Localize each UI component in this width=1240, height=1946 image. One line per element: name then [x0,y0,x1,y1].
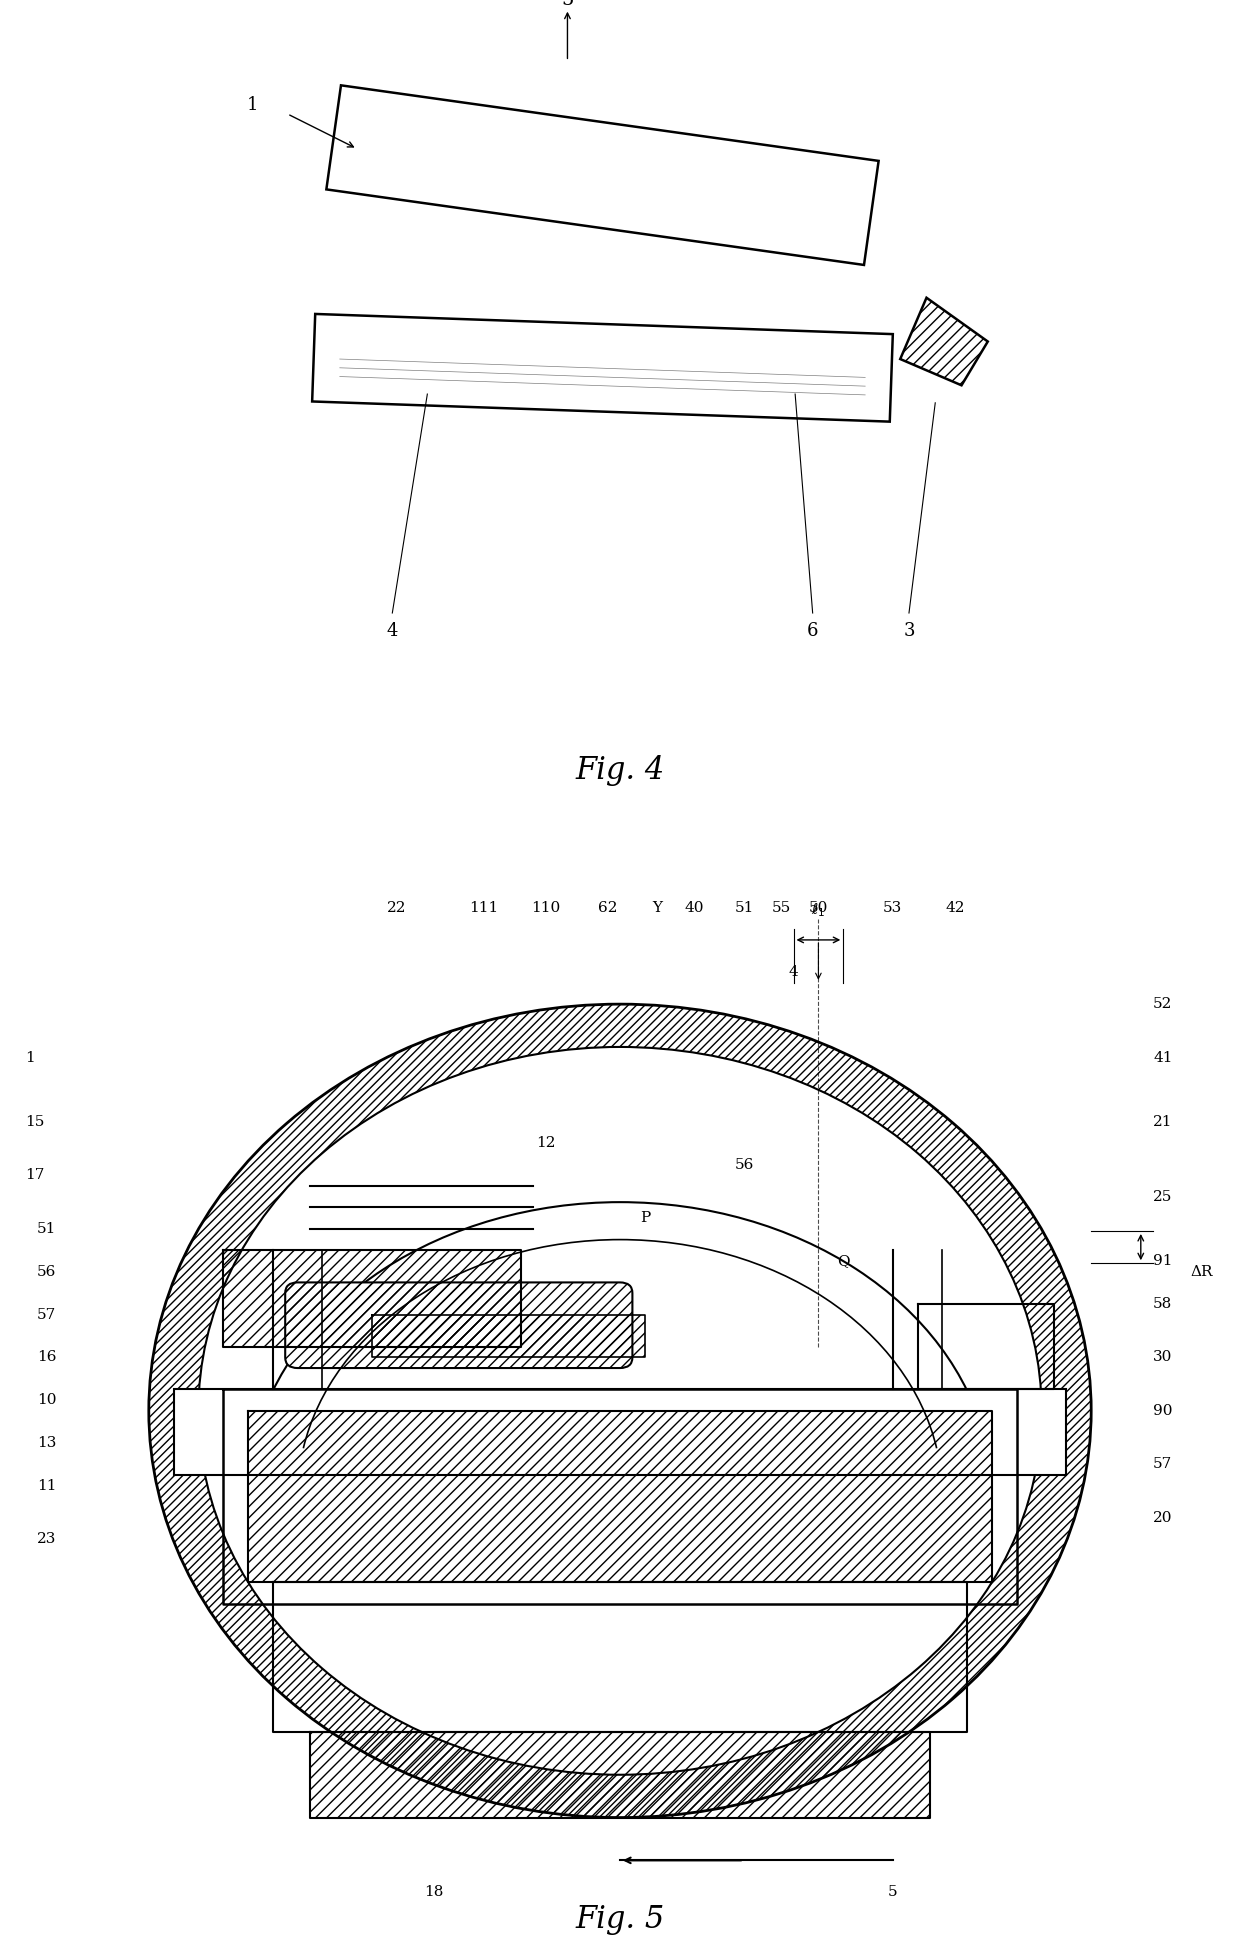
Text: $\ell_1$: $\ell_1$ [811,901,826,919]
Text: 5: 5 [562,0,574,10]
Text: 51: 51 [734,901,754,915]
Text: 42: 42 [945,901,965,915]
Text: 50: 50 [808,901,828,915]
Text: 56: 56 [37,1265,57,1279]
Text: 90: 90 [1153,1403,1173,1419]
Text: 4: 4 [387,621,398,640]
Text: 15: 15 [25,1115,45,1129]
Text: 5: 5 [888,1886,898,1899]
Text: 1: 1 [25,1051,35,1064]
Text: 57: 57 [37,1308,57,1321]
Text: 18: 18 [424,1886,444,1899]
Text: 111: 111 [469,901,498,915]
Text: 6: 6 [807,621,818,640]
Text: 91: 91 [1153,1253,1173,1269]
Text: 4: 4 [789,965,799,979]
Text: 20: 20 [1153,1510,1173,1526]
Text: Q: Q [837,1253,849,1269]
Text: Fig. 5: Fig. 5 [575,1905,665,1934]
Text: Fig. 4: Fig. 4 [575,755,665,786]
Text: 58: 58 [1153,1296,1173,1312]
Text: 12: 12 [536,1136,556,1150]
Text: 52: 52 [1153,996,1173,1012]
FancyBboxPatch shape [285,1282,632,1368]
Text: P: P [640,1210,650,1226]
Text: Y: Y [652,901,662,915]
Text: 16: 16 [37,1351,57,1364]
Text: 30: 30 [1153,1351,1173,1364]
Text: 51: 51 [37,1222,57,1236]
Text: 22: 22 [387,901,407,915]
Text: 21: 21 [1153,1115,1173,1129]
Text: ΔR: ΔR [1190,1265,1213,1279]
Polygon shape [900,298,988,385]
Text: 53: 53 [883,901,903,915]
Text: 17: 17 [25,1168,45,1183]
Text: 110: 110 [531,901,560,915]
Text: 40: 40 [684,901,704,915]
Text: 10: 10 [37,1393,57,1407]
Text: 3: 3 [903,621,915,640]
Circle shape [198,1047,1042,1775]
Text: 56: 56 [734,1158,754,1171]
Polygon shape [174,1389,1066,1475]
Text: 41: 41 [1153,1051,1173,1064]
Text: 57: 57 [1153,1458,1173,1471]
Text: 11: 11 [37,1479,57,1493]
Text: 62: 62 [598,901,618,915]
Text: 25: 25 [1153,1189,1173,1205]
Text: 55: 55 [771,901,791,915]
Text: 23: 23 [37,1532,57,1547]
Text: 1: 1 [247,95,258,115]
Text: 13: 13 [37,1436,57,1450]
